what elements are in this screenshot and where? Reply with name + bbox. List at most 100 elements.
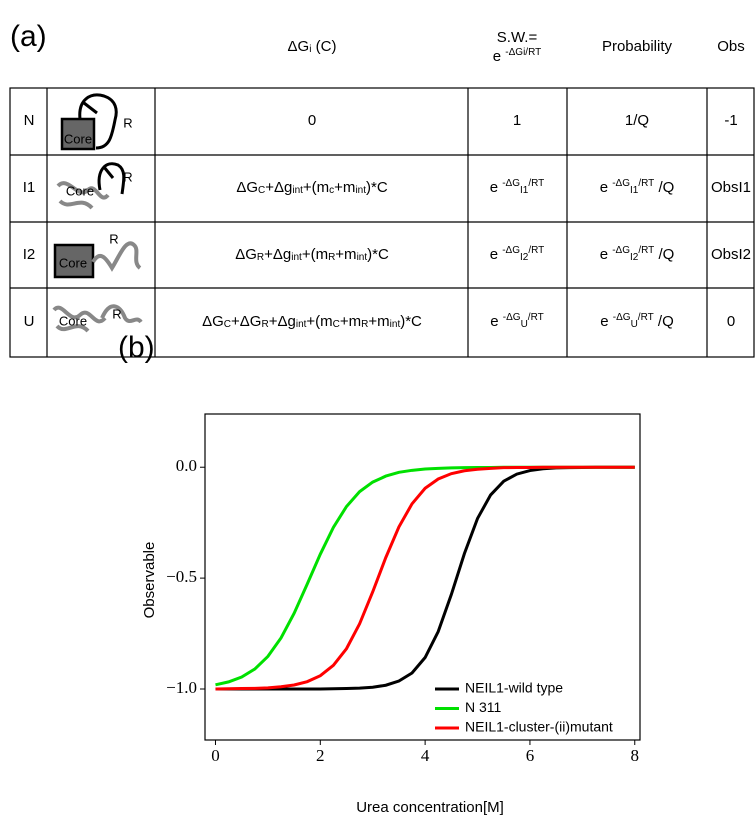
- formula-part: int: [355, 185, 366, 196]
- state: U: [24, 313, 35, 330]
- formula-part: /RT: [638, 245, 654, 256]
- formula-part: C: [224, 319, 231, 330]
- formula-part: +Δg: [264, 246, 291, 263]
- formula-part: +Δg: [265, 179, 292, 196]
- series-line: [215, 465, 635, 687]
- obs: ObsI1: [711, 179, 751, 196]
- formula-part: +ΔG: [231, 313, 261, 330]
- formula-part: /RT: [638, 178, 654, 189]
- table-grid: [9, 87, 755, 358]
- formula-part: (C): [311, 38, 336, 55]
- icon-i1: Core R: [56, 162, 133, 210]
- formula-part: R: [261, 319, 268, 330]
- formula-part: -ΔG: [613, 312, 631, 323]
- probability: e -ΔGU/RT /Q: [600, 312, 674, 330]
- formula-part: I2: [520, 252, 529, 263]
- delta-g: ΔGC+ΔGR+Δgint+(mC+mR+mint)*C: [202, 313, 422, 330]
- formula-part: -ΔGi/RT: [505, 47, 541, 58]
- formula-part: +m: [335, 246, 356, 263]
- x-tick-label: 2: [316, 746, 325, 765]
- formula-part: -ΔG: [612, 178, 630, 189]
- formula-part: -ΔG: [502, 245, 520, 256]
- delta-g: 0: [308, 112, 316, 129]
- obs: ObsI2: [711, 246, 751, 263]
- formula-part: -ΔG: [502, 178, 520, 189]
- header-sw-title: S.W.=: [497, 29, 538, 46]
- core-label: Core: [59, 255, 87, 270]
- probability: e -ΔGI2/RT /Q: [600, 245, 675, 263]
- formula-part: +(m: [306, 313, 332, 330]
- delta-g: ΔGR+Δgint+(mR+mint)*C: [235, 246, 389, 263]
- state: N: [24, 112, 35, 129]
- formula-part: int: [292, 185, 303, 196]
- formula-part: R: [328, 252, 335, 263]
- formula-part: e: [600, 246, 613, 263]
- formula-part: /Q: [654, 313, 674, 330]
- formula-part: ΔG: [288, 38, 310, 55]
- stat-weight: 1: [513, 112, 521, 129]
- x-tick-label: 4: [421, 746, 430, 765]
- r-label: R: [112, 306, 121, 321]
- formula-part: +m: [368, 313, 389, 330]
- formula-part: I1: [630, 185, 639, 196]
- formula-part: /RT: [638, 312, 654, 323]
- core-label: Core: [64, 131, 92, 146]
- formula-part: )*C: [400, 313, 422, 330]
- icon-n: Core R: [60, 93, 133, 151]
- formula-part: e: [490, 179, 503, 196]
- formula-part: I1: [520, 185, 529, 196]
- formula-part: )*C: [366, 179, 388, 196]
- formula-part: e: [493, 48, 506, 65]
- state: I2: [23, 246, 36, 263]
- legend-label: NEIL1-cluster-(ii)mutant: [465, 719, 613, 735]
- chart-panel-label: (b): [118, 331, 155, 364]
- formula-part: U: [521, 319, 528, 330]
- probability: e -ΔGI1/RT /Q: [600, 178, 675, 196]
- header-dg: ΔGi (C): [288, 38, 337, 55]
- obs: -1: [724, 112, 737, 129]
- x-tick-label: 8: [631, 746, 640, 765]
- x-axis-label: Urea concentration[M]: [356, 799, 504, 816]
- header-obs: Obs: [717, 38, 745, 55]
- icon-i2: Core R: [53, 231, 142, 279]
- plot-frame: [204, 413, 641, 741]
- x-tick-label: 0: [211, 746, 220, 765]
- formula-part: U: [631, 319, 638, 330]
- stat-weight: e -ΔGI2/RT: [490, 245, 545, 263]
- legend-label: N 311: [465, 699, 502, 715]
- formula-part: 1/Q: [625, 112, 649, 129]
- r-label: R: [123, 115, 132, 130]
- formula-part: -ΔG: [612, 245, 630, 256]
- x-tick-label: 6: [526, 746, 535, 765]
- r-label: R: [109, 231, 118, 246]
- y-tick-label: −0.5: [166, 567, 197, 586]
- r-label: R: [123, 169, 132, 184]
- formula-part: +m: [334, 179, 355, 196]
- panel-label: (a): [10, 20, 47, 53]
- formula-part: ΔG: [235, 246, 257, 263]
- formula-part: /Q: [654, 179, 674, 196]
- formula-part: +(m: [302, 246, 328, 263]
- formula-part: e: [600, 313, 613, 330]
- formula-part: int: [291, 252, 302, 263]
- series-line: [215, 465, 635, 691]
- formula-part: e: [490, 246, 503, 263]
- formula-part: int: [296, 319, 307, 330]
- formula-part: /Q: [654, 246, 674, 263]
- formula-part: e: [600, 179, 613, 196]
- formula-part: +(m: [303, 179, 329, 196]
- formula-part: /RT: [528, 312, 544, 323]
- formula-part: /RT: [528, 178, 544, 189]
- header-sw: e -ΔGi/RT: [493, 47, 541, 65]
- icon-u: Core R: [52, 304, 143, 333]
- formula-part: +Δg: [269, 313, 296, 330]
- formula-part: C: [333, 319, 340, 330]
- formula-part: +m: [340, 313, 361, 330]
- formula-part: R: [257, 252, 264, 263]
- formula-part: -ΔG: [503, 312, 521, 323]
- formula-part: C: [258, 185, 265, 196]
- state: I1: [23, 179, 36, 196]
- stat-weight: e -ΔGU/RT: [490, 312, 543, 330]
- formula-part: 1: [513, 112, 521, 129]
